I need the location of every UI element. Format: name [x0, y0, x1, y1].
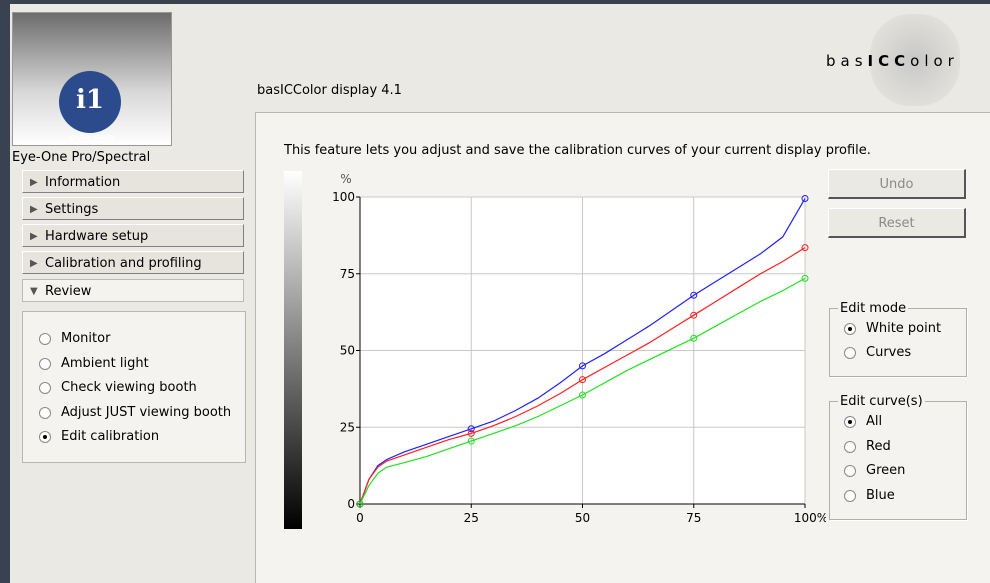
- nav-label: Information: [45, 175, 121, 190]
- control-point: [356, 500, 364, 508]
- y-tick-label: 75: [340, 267, 355, 281]
- arrow-icon: ▶: [30, 231, 38, 242]
- x-tick-label: 50: [575, 511, 590, 525]
- control-point: [690, 334, 698, 342]
- description: This feature lets you adjust and save th…: [284, 143, 871, 158]
- control-point: [801, 244, 809, 252]
- edit-mode-option[interactable]: Curves: [844, 344, 911, 362]
- control-point: [467, 437, 475, 445]
- radio-dot: [39, 382, 51, 394]
- edit-curves-group: Edit curve(s) All Red Green Blue: [829, 394, 967, 520]
- radio-dot: [844, 440, 856, 453]
- nav-label: Settings: [45, 202, 99, 217]
- y-tick-label: 100: [332, 190, 355, 204]
- control-point: [579, 391, 586, 399]
- radio-dot: [844, 489, 856, 502]
- radio-dot: [39, 406, 51, 419]
- nav-button[interactable]: ▶ Calibration and profiling: [22, 251, 244, 274]
- radio-label: Curves: [866, 345, 912, 360]
- arrow-icon: ▶: [30, 177, 38, 188]
- radio-dot: [39, 431, 51, 443]
- curve: [359, 198, 806, 505]
- arrow-icon: ▶: [30, 204, 38, 215]
- nav-button[interactable]: ▼ Review: [22, 279, 244, 302]
- nav-label: Calibration and profiling: [45, 256, 202, 271]
- radio-label: Ambient light: [61, 355, 149, 371]
- edit-curve-option[interactable]: All: [844, 413, 882, 431]
- calibration-chart: 0 25 50 75 100 0 25 50 75 100%%: [284, 171, 826, 529]
- review-option[interactable]: Monitor: [39, 330, 110, 348]
- radio-label: White point: [866, 321, 942, 336]
- edit-curve-option[interactable]: Green: [844, 462, 905, 480]
- radio-label: Edit calibration: [61, 429, 160, 444]
- group-title: Edit mode: [840, 301, 907, 316]
- x-tick-label: 75: [686, 511, 701, 525]
- y-tick-label: 50: [340, 344, 355, 358]
- button[interactable]: Reset: [828, 208, 966, 238]
- control-point: [579, 376, 586, 384]
- nav-button[interactable]: ▶ Information: [22, 170, 244, 193]
- edit-mode-group: Edit mode White point Curves: [829, 301, 967, 377]
- review-option[interactable]: Edit calibration: [39, 428, 159, 446]
- radio-dot: [39, 357, 51, 370]
- brand-bold: ICC: [867, 52, 911, 70]
- control-point: [801, 274, 809, 282]
- review-option[interactable]: Adjust JUST viewing booth: [39, 404, 231, 422]
- control-point: [467, 425, 475, 433]
- control-point: [690, 311, 698, 319]
- fingerprint-logo: [870, 14, 960, 106]
- group-title: Edit curve(s): [840, 394, 923, 409]
- arrow-icon: ▼: [30, 286, 38, 297]
- curve: [359, 247, 806, 505]
- radio-dot: [844, 465, 856, 477]
- nav-label: Review: [45, 284, 92, 299]
- brand-end: olor: [910, 52, 959, 70]
- y-tick-label: 25: [340, 420, 355, 434]
- logo-mark: i1: [59, 71, 121, 133]
- radio-dot: [844, 347, 856, 359]
- radio-label: Green: [866, 463, 906, 478]
- brand-start: bas: [826, 52, 868, 70]
- review-option[interactable]: Ambient light: [39, 355, 149, 373]
- radio-label: Check viewing booth: [61, 380, 197, 395]
- edit-curve-option[interactable]: Red: [844, 438, 891, 456]
- button[interactable]: Undo: [828, 169, 966, 199]
- content-panel: This feature lets you adjust and save th…: [255, 112, 990, 583]
- gray-ramp: [284, 171, 302, 529]
- brand: basICColor: [826, 52, 959, 70]
- radio-label: Adjust JUST viewing booth: [61, 404, 232, 420]
- radio-dot: [844, 323, 856, 335]
- edit-curve-option[interactable]: Blue: [844, 487, 895, 505]
- control-point: [467, 429, 475, 437]
- logo-caption: eye-one: [69, 131, 115, 144]
- x-tick-label: 25: [464, 511, 479, 525]
- control-point: [579, 362, 586, 370]
- review-option[interactable]: Check viewing booth: [39, 379, 197, 397]
- review-panel: Monitor Ambient light Check viewing booth A…: [22, 311, 246, 463]
- control-point: [801, 195, 809, 203]
- radio-label: All: [866, 414, 883, 429]
- nav-button[interactable]: ▶ Settings: [22, 197, 244, 220]
- curve: [359, 277, 806, 505]
- nav-button[interactable]: ▶ Hardware setup: [22, 224, 244, 247]
- radio-label: Red: [866, 438, 891, 454]
- nav-label: Hardware setup: [45, 229, 149, 244]
- x-tick-label: 100%: [794, 511, 826, 525]
- y-tick-label: 0: [347, 497, 355, 511]
- application-window: i1 eye-one Eye-One Pro/Spectral ▶ Informa…: [10, 4, 990, 583]
- radio-dot: [844, 416, 856, 428]
- arrow-icon: ▶: [30, 258, 38, 269]
- device-name: Eye-One Pro/Spectral: [12, 150, 151, 165]
- radio-dot: [39, 333, 51, 345]
- device-logo: i1 eye-one: [12, 12, 172, 146]
- app-title: basICColor display 4.1: [257, 83, 402, 98]
- control-point: [690, 291, 698, 299]
- y-axis-label: %: [340, 172, 351, 186]
- x-tick-label: 0: [356, 511, 364, 525]
- edit-mode-option[interactable]: White point: [844, 320, 941, 338]
- radio-label: Blue: [866, 487, 895, 503]
- radio-label: Monitor: [61, 331, 111, 346]
